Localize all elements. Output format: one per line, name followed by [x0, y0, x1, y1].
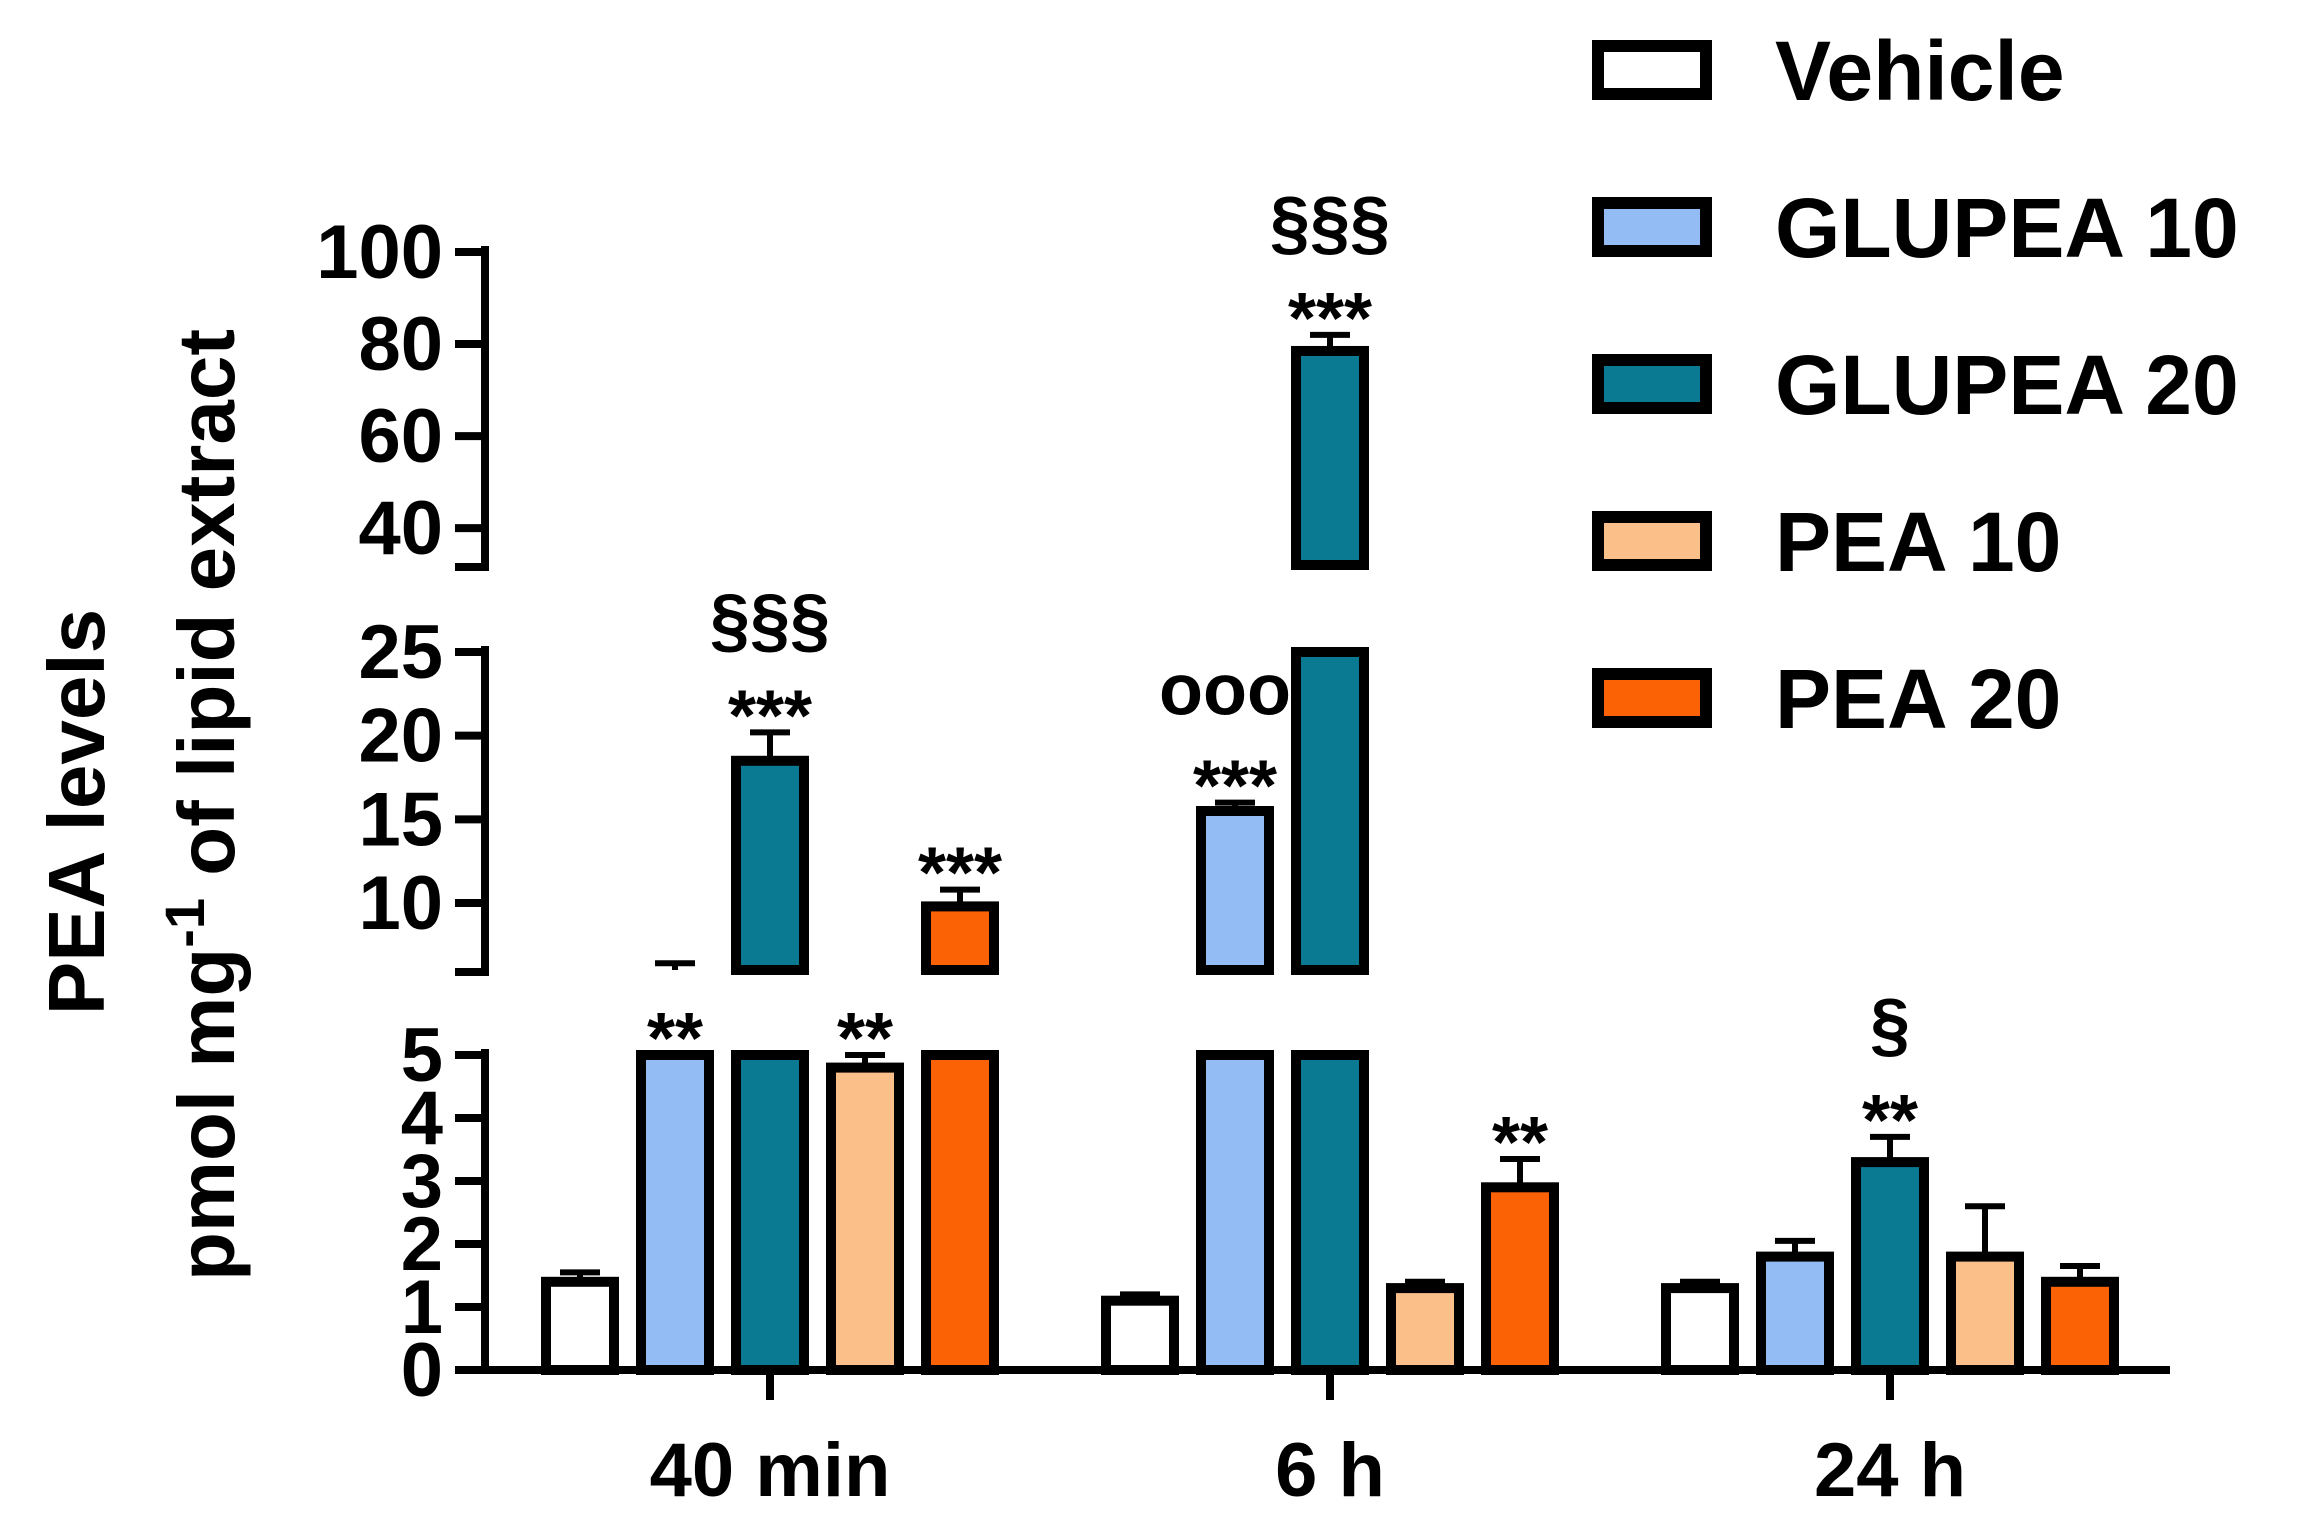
annotation-label: § [1870, 985, 1910, 1065]
y-tick-label: 20 [358, 694, 443, 779]
bar [636, 1050, 714, 1375]
bar [1196, 1050, 1274, 1375]
bar [1196, 806, 1274, 975]
x-tick-label: 6 h [1275, 1428, 1385, 1513]
y-axis-title-line2: pmol mg-1 of lipid extract [153, 329, 251, 1281]
y-axis-title-rest: of lipid extract [162, 329, 251, 898]
y-tick-label: 25 [358, 610, 443, 695]
legend-swatch [1592, 668, 1712, 728]
bar [2041, 1276, 2119, 1376]
x-tick-label: 24 h [1814, 1428, 1966, 1513]
bar [1291, 345, 1369, 570]
bar [1291, 1050, 1369, 1375]
legend: Vehicle GLUPEA 10 GLUPEA 20 PEA 10 PEA 20 [1592, 24, 2239, 746]
y-axis-title-exponent: -1 [153, 898, 216, 948]
bar [826, 1062, 904, 1375]
y-tick-label: 3 [401, 1139, 443, 1224]
annotation-label: *** [1193, 747, 1277, 827]
annotation-label: *** [918, 834, 1002, 914]
annotation-label: ** [647, 999, 703, 1079]
bar [921, 1050, 999, 1375]
y-tick-label: 40 [358, 486, 443, 571]
x-tick-label: 40 min [650, 1428, 891, 1513]
bar [921, 901, 999, 976]
annotation-label: *** [1288, 279, 1372, 359]
bar [1386, 1283, 1464, 1375]
annotation-label: §§§ [710, 580, 830, 660]
bar [1101, 1295, 1179, 1375]
bar [1756, 1251, 1834, 1375]
annotation-label: ** [1492, 1103, 1548, 1183]
annotations-layer: *****§§§********ooo***§§§** **§ [647, 183, 1918, 1183]
bar [1291, 647, 1369, 975]
bar [1661, 1283, 1739, 1375]
bar [1946, 1251, 2024, 1375]
bar [731, 755, 809, 976]
legend-swatch [1592, 511, 1712, 571]
annotation-label: ooo [1159, 651, 1291, 731]
bar [1481, 1182, 1559, 1376]
legend-label: PEA 10 [1775, 495, 2061, 589]
legend-label: Vehicle [1775, 24, 2065, 118]
annotation-label: §§§ [1270, 183, 1390, 263]
y-tick-label: 100 [316, 210, 443, 295]
y-tick-label: 5 [401, 1013, 443, 1098]
legend-label: GLUPEA 20 [1775, 338, 2239, 432]
y-axis-title-unit: pmol mg [162, 948, 251, 1281]
bars-layer [541, 331, 2119, 1376]
y-tick-label: 1 [401, 1265, 443, 1350]
y-tick-label: 2 [401, 1202, 443, 1287]
annotation-label: ** [1862, 1081, 1918, 1161]
y-tick-label: 60 [358, 394, 443, 479]
y-tick-label: 0 [401, 1328, 443, 1413]
legend-label: PEA 20 [1775, 652, 2061, 746]
legend-swatch [1592, 40, 1712, 100]
axis-titles: PEA levels pmol mg-1 of lipid extract [32, 329, 251, 1281]
y-tick-label: 10 [358, 861, 443, 946]
legend-swatch [1592, 354, 1712, 414]
bar [541, 1276, 619, 1376]
y-tick-label: 4 [401, 1076, 443, 1161]
legend-label: GLUPEA 10 [1775, 181, 2239, 275]
bar [731, 1050, 809, 1375]
y-tick-label: 15 [358, 777, 443, 862]
annotation-label: ** [837, 999, 893, 1079]
annotation-label: *** [728, 676, 812, 756]
y-axis-title-line1: PEA levels [32, 609, 121, 1015]
legend-swatch [1592, 197, 1712, 257]
bar [1851, 1157, 1929, 1375]
y-tick-label: 80 [358, 302, 443, 387]
